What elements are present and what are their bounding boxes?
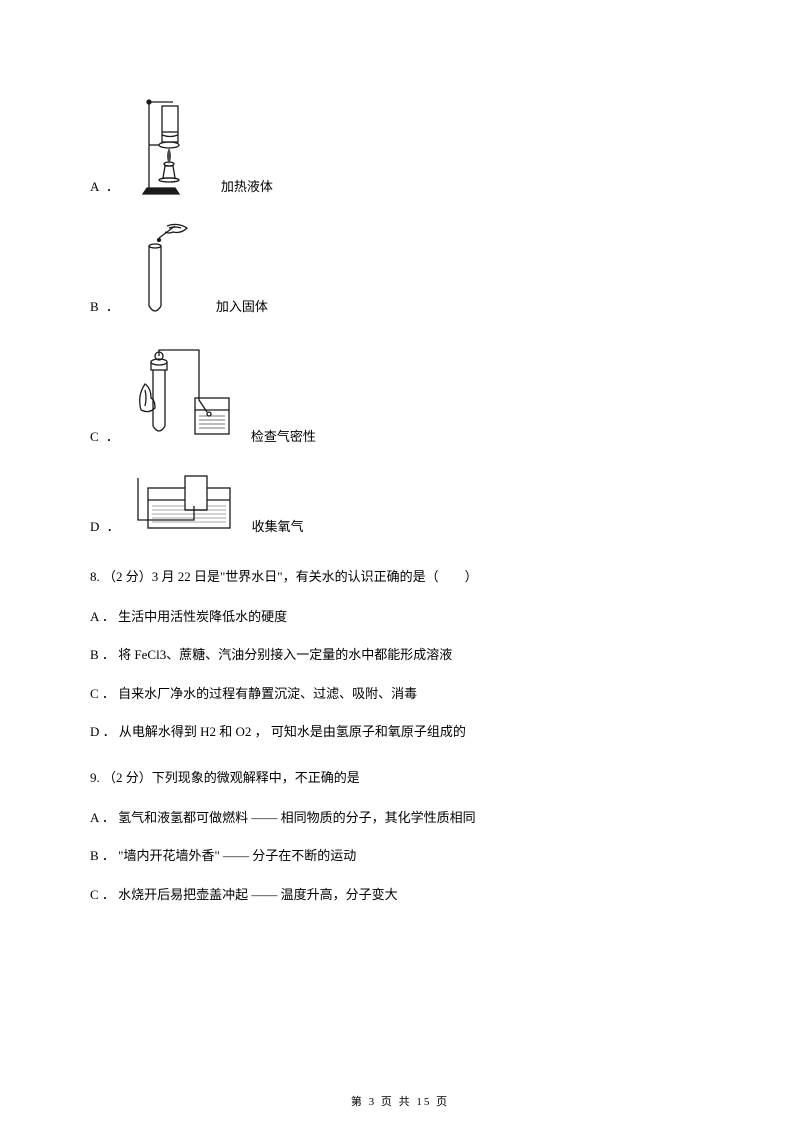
option-text: 检查气密性 <box>251 428 316 450</box>
q8-choice-c: C ． 自来水厂净水的过程有静置沉淀、过滤、吸附、消毒 <box>90 685 710 703</box>
q9-choice-c: C ． 水烧开后易把壶盖冲起 —— 温度升高，分子变大 <box>90 886 710 904</box>
q7-option-d: D ． <box>90 470 710 540</box>
page: A ． <box>0 0 800 1132</box>
q9-choice-b: B ． "墙内开花墙外香" —— 分子在不断的运动 <box>90 847 710 865</box>
add-solid-diagram <box>129 220 204 320</box>
option-label: C ． <box>90 428 121 450</box>
option-label: A ． <box>90 178 121 200</box>
option-label: D ． <box>90 518 122 540</box>
q7-option-c: C ． <box>90 340 710 450</box>
q8-choice-a: A ． 生活中用活性炭降低水的硬度 <box>90 608 710 626</box>
option-text: 加热液体 <box>221 178 273 200</box>
airtight-check-diagram <box>129 340 239 450</box>
heating-liquid-diagram <box>129 90 209 200</box>
collect-oxygen-diagram <box>130 470 240 540</box>
q9-stem: 9. （2 分）下列现象的微观解释中，不正确的是 <box>90 769 710 787</box>
q7-option-a: A ． <box>90 90 710 200</box>
option-text: 加入固体 <box>216 298 268 320</box>
q8-choice-d: D ． 从电解水得到 H2 和 O2 ， 可知水是由氢原子和氧原子组成的 <box>90 723 710 741</box>
q7-option-b: B ． 加入固体 <box>90 220 710 320</box>
q8-stem: 8. （2 分）3 月 22 日是"世界水日"，有关水的认识正确的是（ ） <box>90 568 710 586</box>
option-label: B ． <box>90 298 121 320</box>
q9-choice-a: A ． 氢气和液氢都可做燃料 —— 相同物质的分子，其化学性质相同 <box>90 809 710 827</box>
option-text: 收集氧气 <box>252 518 304 540</box>
page-footer: 第 3 页 共 15 页 <box>0 1095 800 1110</box>
q8-choice-b: B ． 将 FeCl3、蔗糖、汽油分别接入一定量的水中都能形成溶液 <box>90 646 710 664</box>
